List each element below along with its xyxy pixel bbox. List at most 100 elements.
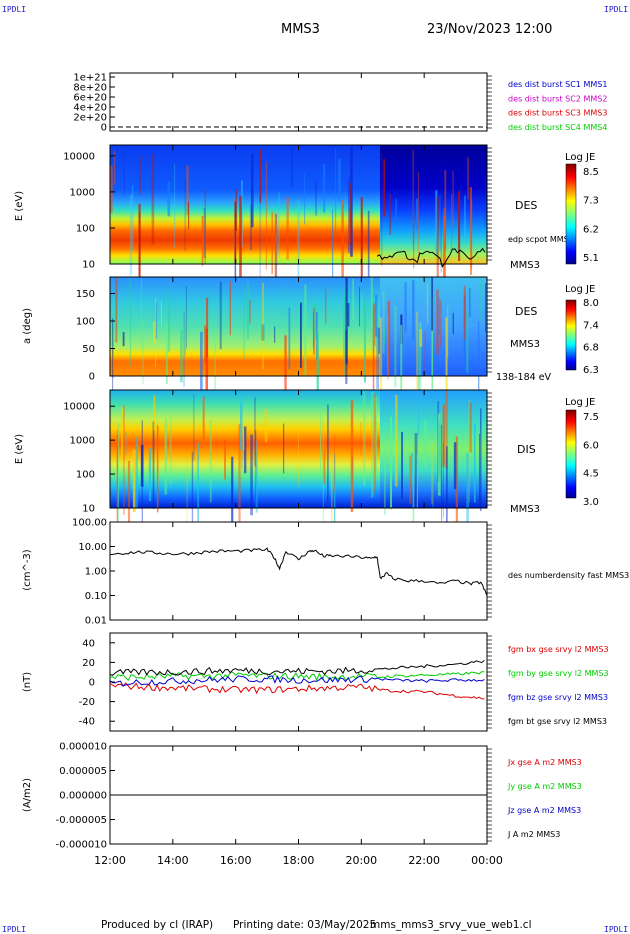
instrument-label: DES <box>515 305 537 318</box>
spectrogram-streak <box>250 434 253 516</box>
colorbar-tick-label: 7.3 <box>583 196 599 207</box>
spectrogram-streak <box>468 399 470 504</box>
spectrogram-streak <box>484 174 486 228</box>
spectrogram-streak <box>271 211 273 274</box>
spectrogram-streak <box>360 422 362 457</box>
spectrogram-streak <box>451 194 453 250</box>
spectrogram-streak <box>416 198 418 229</box>
colorbar-tick-label: 6.0 <box>583 440 599 451</box>
spectrogram-streak <box>442 404 445 467</box>
spectrogram-streak <box>361 293 363 328</box>
spectrogram-streak <box>214 326 217 391</box>
y-tick-labels: 10000 1000 100 10 <box>63 151 115 271</box>
spectrogram-streak <box>169 412 172 485</box>
spectrogram-streak <box>186 458 188 555</box>
spectrogram-streak <box>374 302 376 347</box>
y-tick-labels: 40 20 0 -20 -40 <box>79 638 115 728</box>
spectrogram-streak <box>140 444 144 487</box>
spectrogram-streak <box>373 393 376 493</box>
spectrogram-streak <box>443 443 444 518</box>
colorbar-tick-label: 4.5 <box>583 469 599 480</box>
y-tick-label: 40 <box>82 638 95 649</box>
colorbar-tick-label: 6.2 <box>583 224 599 235</box>
spectrogram-streak <box>347 303 350 327</box>
spectrogram-streak <box>129 278 132 367</box>
y-tick-label: 0.000010 <box>59 742 107 753</box>
y-tick-label: 50 <box>82 344 95 355</box>
spectrogram-streak <box>151 154 155 245</box>
legend-entry: Jx gse A m2 MMS3 <box>507 758 582 767</box>
spectrogram-streak <box>186 286 187 349</box>
spectrogram-streak <box>382 291 385 354</box>
legend-entry: J A m2 MMS3 <box>507 830 560 839</box>
spectrogram-streak <box>389 417 393 510</box>
spectrogram-streak <box>124 431 127 455</box>
spectrogram-streak <box>426 283 429 324</box>
legend-entry: Jy gse A m2 MMS3 <box>507 782 582 791</box>
x-tick-label: 14:00 <box>157 854 189 867</box>
spectrogram-streak <box>304 284 307 376</box>
series-line-bz <box>109 675 485 687</box>
spectrogram-streak <box>203 325 207 363</box>
spectrogram-streak <box>442 215 446 310</box>
spectrogram-des-energy-a <box>110 145 380 264</box>
x-tick-label: 12:00 <box>94 854 126 867</box>
spectrogram-streak <box>349 183 352 245</box>
panel-density: 100.00 10.00 1.00 0.10 0.01 (cm^-3) des numb… <box>22 518 629 627</box>
spectrogram-streak <box>469 287 471 317</box>
spectrogram-streak <box>383 435 386 516</box>
spectrogram-streak <box>378 328 380 354</box>
spectrogram-streak <box>441 425 443 521</box>
spectrogram-streak <box>424 330 426 371</box>
y-tick-label: -0.000010 <box>56 840 107 851</box>
spectrogram-streak <box>164 418 168 495</box>
spectrogram-streak <box>204 189 206 265</box>
spectrogram-streak <box>322 420 324 523</box>
spectrogram-streak <box>325 289 327 324</box>
spectrogram-streak <box>135 437 139 509</box>
spectrogram-streak <box>174 164 176 249</box>
footer-printing-date: Printing date: 03/May/2025 <box>233 919 377 931</box>
y-tick-label: 8e+20 <box>73 83 107 94</box>
spectrogram-streak <box>191 451 194 527</box>
spectrogram-streak <box>331 454 333 527</box>
spectrogram-streak <box>264 409 268 443</box>
y-axis-label: a (deg) <box>22 308 33 344</box>
colorbar-title: Log JE <box>565 152 595 163</box>
legend-entry: fgm bt gse srvy l2 MMS3 <box>508 717 607 726</box>
spectrogram-streak <box>243 288 245 360</box>
spectrogram-streak <box>315 180 317 216</box>
spectrogram-streak <box>197 442 200 534</box>
spectrogram-streak <box>168 288 171 352</box>
series-line-density <box>109 547 488 596</box>
y-tick-label: 100.00 <box>72 518 107 529</box>
spectrogram-streak <box>466 453 469 544</box>
spectrogram-streak <box>463 295 466 362</box>
spectrogram-streak <box>455 436 458 527</box>
spectrogram-streak <box>444 170 447 251</box>
spectrogram-streak <box>224 440 226 480</box>
colorbar-tick-label: 6.8 <box>583 343 599 354</box>
spectrogram-streak <box>440 166 442 273</box>
y-tick-label: -20 <box>79 697 95 708</box>
spectrogram-streak <box>231 456 234 531</box>
spectrogram-streak <box>334 453 336 550</box>
legend-entry: des dist burst SC2 MMS2 <box>508 94 607 103</box>
spectrogram-streak <box>166 324 168 385</box>
spectrogram-streak <box>437 413 441 496</box>
colorbar-tick-label: 7.5 <box>583 412 599 423</box>
spectrogram-streak <box>184 303 186 356</box>
spectrogram-streak <box>138 203 141 299</box>
spectrogram-streak <box>286 196 289 260</box>
spectrogram-streak <box>372 304 375 395</box>
spectrogram-streak <box>259 194 261 291</box>
spectrogram-streak <box>304 173 306 225</box>
y-axis-label: (A/m2) <box>22 778 33 812</box>
spectrogram-streak <box>314 302 317 340</box>
spectrogram-streak <box>458 190 461 261</box>
legend-entry: fgm by gse srvy l2 MMS3 <box>508 669 609 678</box>
spectrogram-streak <box>129 195 133 276</box>
spectrogram-streak <box>312 307 316 355</box>
y-tick-label: 10000 <box>63 402 95 413</box>
spectrogram-streak <box>447 305 449 358</box>
